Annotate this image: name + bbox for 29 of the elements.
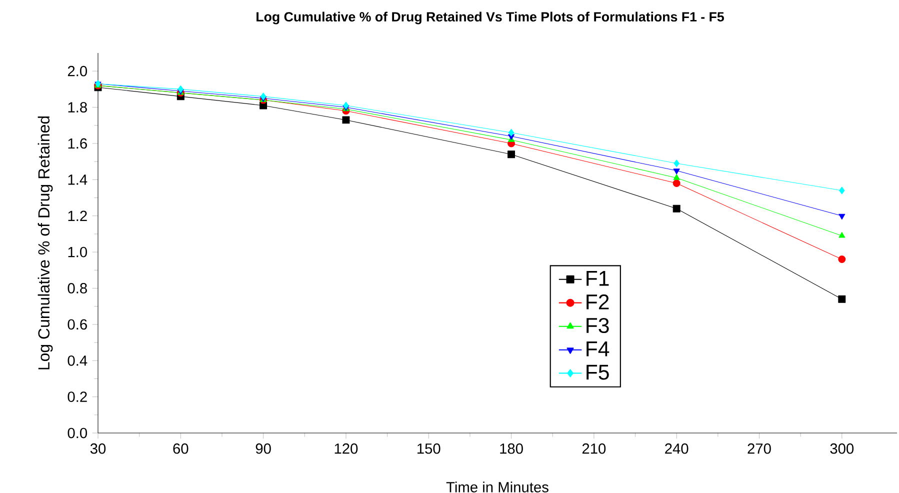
legend-label: F4 — [586, 342, 610, 356]
legend-label: F5 — [586, 364, 609, 380]
x-tick-label: 240 — [665, 443, 688, 454]
y-axis-title: Log Cumulative % of Drug Retained — [38, 116, 53, 370]
y-tick-label: 1.8 — [68, 102, 87, 112]
x-tick-label: 270 — [748, 443, 771, 454]
legend-label: F2 — [586, 294, 609, 310]
x-tick-label: 180 — [500, 443, 523, 454]
x-axis-title: Time in Minutes — [446, 482, 548, 492]
x-tick-label: 300 — [830, 443, 854, 454]
legend-label: F1 — [586, 271, 609, 286]
y-tick-label: 0.6 — [68, 319, 87, 330]
y-tick-label: 0.4 — [68, 355, 88, 366]
chart-title: Log Cumulative % of Drug Retained Vs Time Plots of Formulations F1 - F5 — [256, 12, 724, 24]
x-tick-label: 120 — [334, 443, 358, 454]
y-tick-label: 1.2 — [68, 210, 87, 221]
x-tick-label: 150 — [418, 443, 440, 454]
x-tick-label: 60 — [173, 443, 188, 454]
legend-label: F3 — [586, 318, 609, 334]
y-tick-label: 2.0 — [68, 66, 88, 76]
y-tick-label: 0.0 — [68, 428, 88, 438]
y-tick-label: 1.0 — [68, 246, 88, 258]
x-tick-label: 90 — [256, 443, 271, 454]
y-tick-label: 1.6 — [68, 138, 87, 149]
x-tick-label: 30 — [90, 443, 106, 454]
y-tick-label: 0.2 — [68, 392, 87, 402]
y-tick-label: 1.4 — [68, 174, 88, 185]
x-tick-label: 210 — [582, 443, 606, 454]
y-tick-label: 0.8 — [68, 283, 87, 294]
